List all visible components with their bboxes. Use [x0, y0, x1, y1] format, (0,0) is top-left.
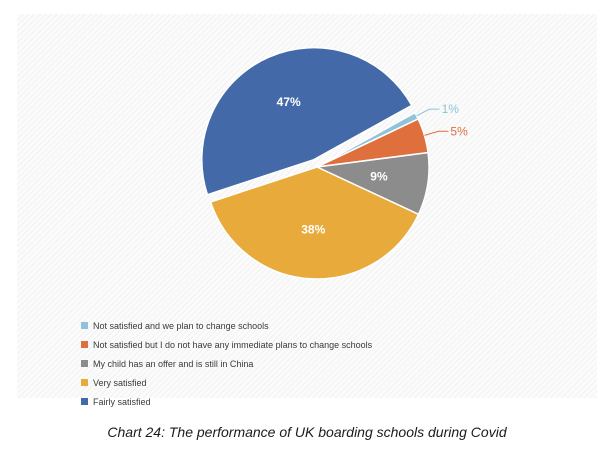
slice-value-label: 47% — [277, 95, 301, 109]
legend-swatch — [81, 341, 88, 348]
legend: Not satisfied and we plan to change scho… — [81, 316, 372, 411]
slice-value-label: 5% — [450, 124, 468, 138]
legend-label: Very satisfied — [93, 377, 147, 388]
slice-value-label: 38% — [301, 223, 325, 237]
legend-label: Fairly satisfied — [93, 396, 151, 407]
leader-line — [424, 130, 449, 136]
slice-value-label: 9% — [370, 170, 388, 184]
legend-item: Fairly satisfied — [81, 392, 372, 411]
slice-value-label: 1% — [442, 102, 460, 116]
legend-swatch — [81, 379, 88, 386]
chart-caption: Chart 24: The performance of UK boarding… — [107, 424, 507, 440]
legend-label: Not satisfied and we plan to change scho… — [93, 320, 269, 331]
legend-label: My child has an offer and is still in Ch… — [93, 358, 254, 369]
legend-item: Very satisfied — [81, 373, 372, 392]
legend-item: My child has an offer and is still in Ch… — [81, 354, 372, 373]
pie-slice — [201, 46, 413, 196]
leader-line — [416, 108, 440, 117]
chart-panel: 1% 5% 9% 38% 47% Not satisfied and we plan t… — [17, 14, 597, 407]
legend-item: Not satisfied but I do not have any imme… — [81, 335, 372, 354]
pie-slice — [209, 166, 420, 280]
legend-swatch — [81, 398, 88, 405]
legend-item: Not satisfied and we plan to change scho… — [81, 316, 372, 335]
legend-label: Not satisfied but I do not have any imme… — [93, 339, 373, 350]
pie-chart: 1% 5% 9% 38% 47% — [201, 46, 468, 280]
legend-swatch — [81, 360, 88, 367]
legend-swatch — [81, 322, 88, 329]
